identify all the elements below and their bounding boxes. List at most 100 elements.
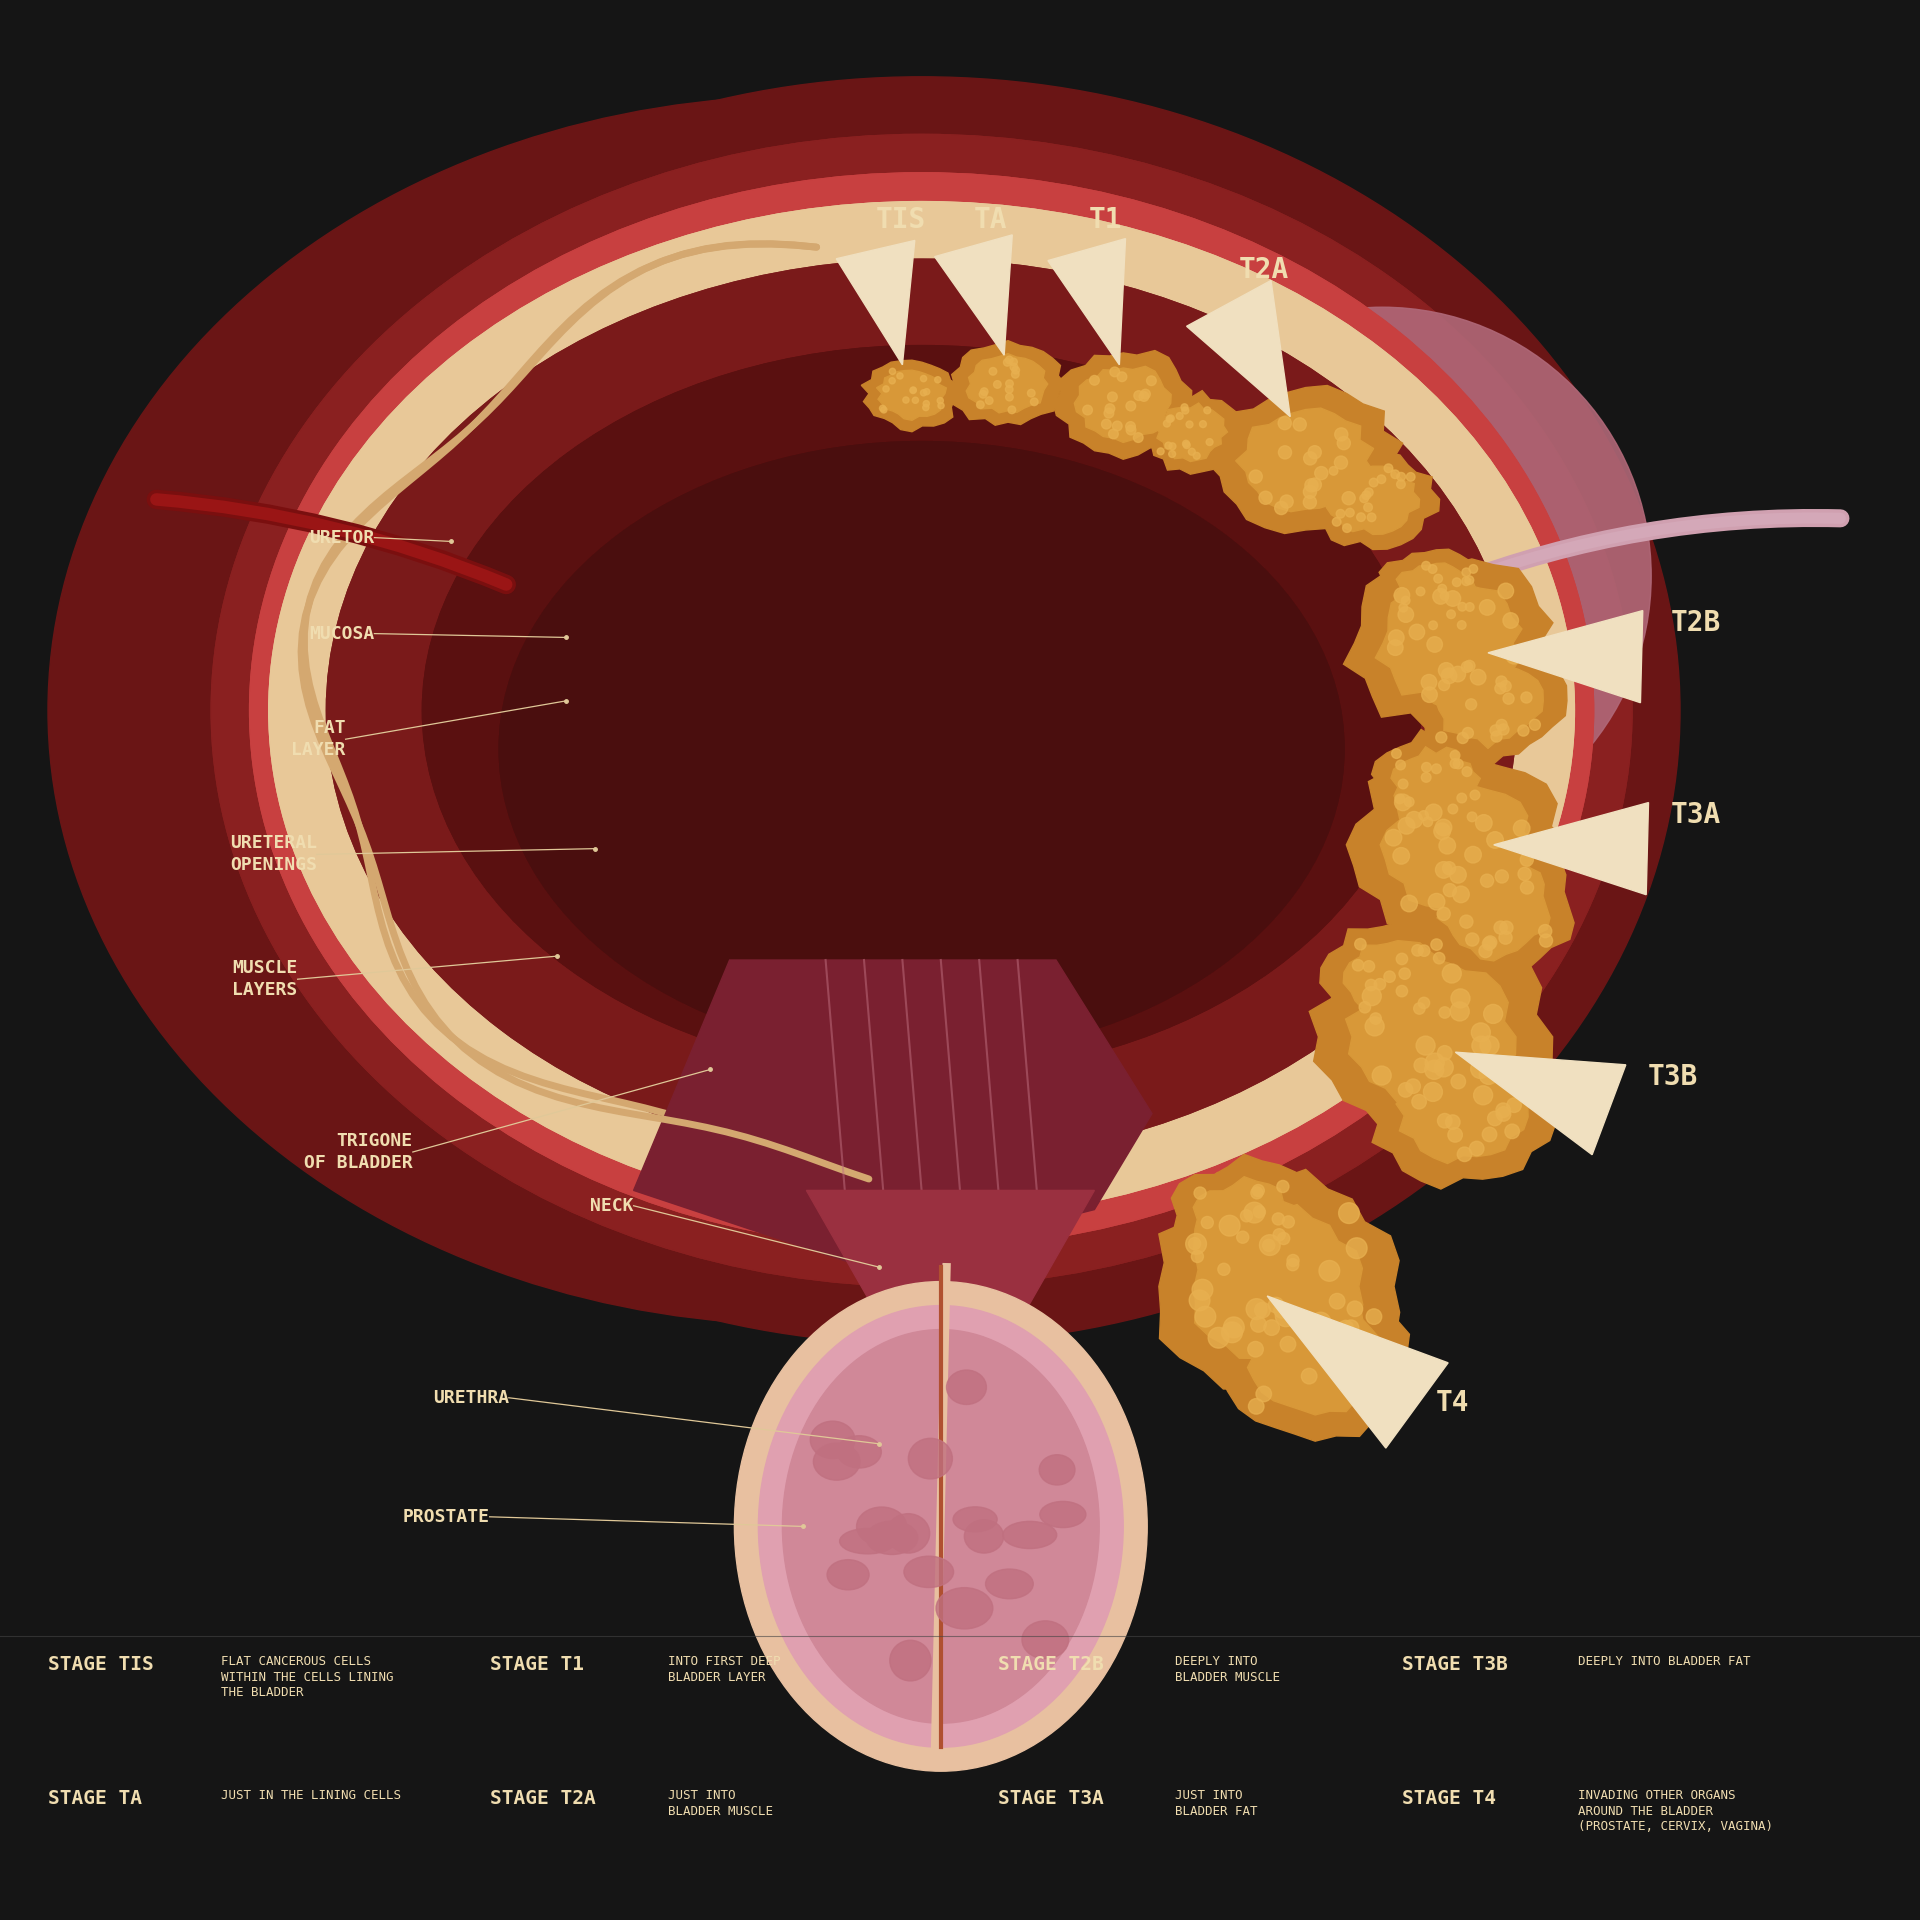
Circle shape (1505, 1123, 1519, 1139)
Circle shape (912, 397, 918, 403)
Circle shape (1091, 376, 1100, 386)
Ellipse shape (758, 1306, 1123, 1747)
Circle shape (1190, 1250, 1204, 1263)
Circle shape (1384, 465, 1392, 472)
Ellipse shape (1002, 1521, 1056, 1549)
Ellipse shape (326, 259, 1517, 1162)
Circle shape (1411, 1094, 1427, 1110)
Circle shape (1352, 960, 1363, 972)
Circle shape (1315, 1323, 1334, 1344)
Circle shape (1463, 766, 1473, 776)
Circle shape (1471, 1023, 1490, 1043)
Circle shape (1404, 797, 1413, 806)
Ellipse shape (952, 1507, 996, 1532)
Circle shape (1365, 488, 1373, 497)
Circle shape (1338, 1321, 1354, 1336)
Circle shape (1402, 895, 1417, 912)
Circle shape (1388, 630, 1404, 645)
Circle shape (1384, 829, 1402, 847)
Circle shape (1306, 478, 1317, 492)
Circle shape (1106, 403, 1116, 413)
Circle shape (1390, 470, 1400, 478)
Circle shape (1279, 445, 1292, 459)
Circle shape (1500, 680, 1511, 691)
Circle shape (1457, 793, 1467, 803)
Circle shape (1010, 359, 1018, 365)
Ellipse shape (908, 1438, 952, 1478)
Text: T2A: T2A (1238, 255, 1288, 284)
Circle shape (1336, 436, 1350, 449)
Circle shape (1357, 513, 1365, 522)
Polygon shape (1075, 367, 1171, 442)
Circle shape (1392, 847, 1409, 864)
Ellipse shape (1041, 1501, 1087, 1528)
Circle shape (1446, 1116, 1459, 1129)
Circle shape (881, 407, 887, 413)
Circle shape (1448, 611, 1455, 618)
Circle shape (1488, 1112, 1501, 1125)
Circle shape (1436, 862, 1452, 877)
Circle shape (1250, 470, 1261, 484)
Circle shape (1177, 413, 1183, 419)
Circle shape (1304, 486, 1317, 499)
Circle shape (1480, 874, 1494, 887)
Circle shape (1012, 371, 1020, 378)
Polygon shape (1344, 559, 1553, 737)
Circle shape (1334, 457, 1348, 468)
Circle shape (1484, 1004, 1503, 1023)
Circle shape (1461, 576, 1471, 586)
Circle shape (1530, 720, 1540, 730)
Circle shape (1140, 390, 1150, 399)
Circle shape (1461, 660, 1473, 672)
Circle shape (1396, 985, 1407, 996)
Circle shape (1256, 1386, 1271, 1402)
Circle shape (1405, 812, 1423, 828)
Text: T3B: T3B (1647, 1062, 1697, 1091)
Circle shape (1273, 1229, 1284, 1240)
Circle shape (1336, 1346, 1357, 1367)
Circle shape (1438, 908, 1450, 920)
Ellipse shape (1114, 307, 1651, 845)
Circle shape (1496, 1102, 1511, 1117)
Circle shape (1419, 810, 1428, 820)
Polygon shape (1187, 280, 1290, 417)
Circle shape (1344, 1319, 1359, 1336)
Circle shape (1463, 660, 1475, 672)
Circle shape (1286, 1254, 1300, 1267)
Ellipse shape (904, 1557, 954, 1588)
Circle shape (897, 372, 902, 378)
Ellipse shape (422, 346, 1421, 1075)
Circle shape (1434, 574, 1442, 584)
Text: JUST INTO
BLADDER MUSCLE: JUST INTO BLADDER MUSCLE (668, 1789, 774, 1818)
Circle shape (920, 390, 927, 396)
Circle shape (879, 405, 885, 411)
Text: DEEPLY INTO
BLADDER MUSCLE: DEEPLY INTO BLADDER MUSCLE (1175, 1655, 1281, 1684)
Ellipse shape (828, 1559, 870, 1590)
Circle shape (1457, 620, 1467, 630)
Circle shape (1496, 684, 1505, 693)
Polygon shape (1244, 1292, 1380, 1415)
Circle shape (1442, 668, 1457, 684)
Text: STAGE T1: STAGE T1 (490, 1655, 584, 1674)
Circle shape (1194, 1306, 1215, 1327)
Circle shape (1440, 1006, 1450, 1018)
Circle shape (1342, 492, 1356, 505)
Circle shape (1463, 728, 1473, 739)
Circle shape (1346, 1238, 1367, 1258)
Circle shape (1279, 417, 1292, 430)
Circle shape (1434, 824, 1450, 839)
Circle shape (1165, 415, 1173, 422)
Ellipse shape (499, 442, 1344, 1056)
Circle shape (1133, 432, 1142, 442)
Circle shape (1507, 1098, 1521, 1112)
Circle shape (1396, 795, 1405, 804)
Circle shape (1248, 1342, 1263, 1357)
Ellipse shape (964, 1519, 1004, 1553)
Circle shape (1304, 495, 1317, 509)
Circle shape (1421, 561, 1430, 570)
Circle shape (1384, 972, 1396, 983)
Text: FLAT CANCEROUS CELLS
WITHIN THE CELLS LINING
THE BLADDER: FLAT CANCEROUS CELLS WITHIN THE CELLS LI… (221, 1655, 394, 1699)
Ellipse shape (710, 326, 1517, 902)
Circle shape (1367, 1309, 1382, 1325)
Text: INTO FIRST DEEP
BLADDER LAYER: INTO FIRST DEEP BLADDER LAYER (668, 1655, 781, 1684)
